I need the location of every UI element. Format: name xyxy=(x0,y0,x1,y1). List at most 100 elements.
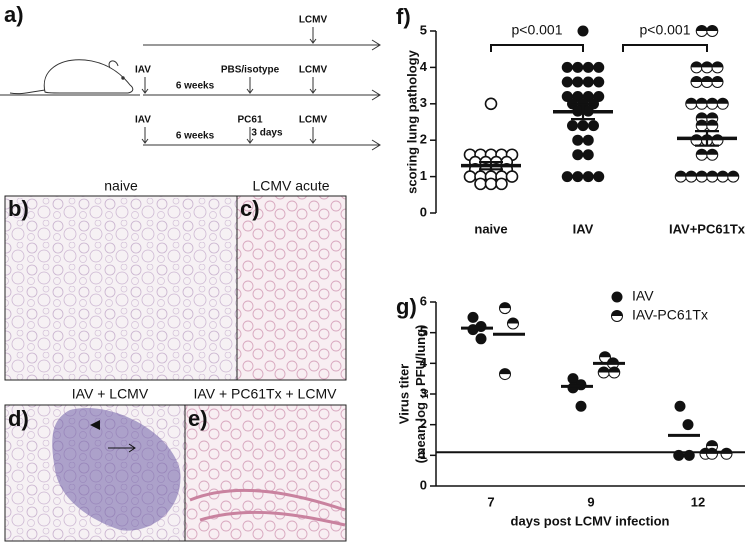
x-tick-label: IAV xyxy=(573,221,594,236)
airway xyxy=(189,488,346,527)
error-stroke xyxy=(479,160,503,171)
annotation: p<0.001 xyxy=(512,22,563,38)
y-tick-label: 1 xyxy=(420,168,427,183)
y-tick-label: 1 xyxy=(420,447,427,462)
y-tick-label: 6 xyxy=(420,293,427,308)
data-point xyxy=(577,25,589,37)
data-point xyxy=(695,25,708,37)
dot xyxy=(572,76,584,88)
y-tick-label: 2 xyxy=(420,132,427,147)
y-tick-label: 0 xyxy=(420,477,427,492)
dot xyxy=(567,382,579,394)
data-point xyxy=(561,61,573,73)
dot-half xyxy=(675,171,687,177)
y-tick-label: 5 xyxy=(420,22,427,37)
data-point xyxy=(685,97,698,110)
data-point xyxy=(572,76,584,88)
data-point xyxy=(701,75,713,88)
panel-label: f) xyxy=(396,4,411,29)
dot xyxy=(577,25,589,37)
x-axis-label: days post LCMV infection xyxy=(511,513,670,528)
data-point xyxy=(505,170,519,183)
dot xyxy=(582,134,594,146)
data-point xyxy=(499,368,511,381)
dot-half xyxy=(706,149,718,155)
data-point xyxy=(690,134,703,147)
data-point xyxy=(499,302,511,315)
dot-half xyxy=(685,98,697,104)
data-point xyxy=(706,447,718,460)
data-point xyxy=(582,171,594,183)
x-tick-label: naive xyxy=(474,221,507,236)
dot-half xyxy=(499,368,511,375)
data-point xyxy=(706,119,719,132)
annotation: p<0.001 xyxy=(640,22,691,38)
dot-half xyxy=(706,112,718,119)
dot xyxy=(572,171,584,183)
data-point xyxy=(695,170,708,183)
data-point xyxy=(582,61,594,73)
dot xyxy=(674,400,686,412)
dot xyxy=(582,61,594,73)
timeline-label: 6 weeks xyxy=(176,81,215,92)
infiltrate xyxy=(52,408,181,531)
panel-label: b) xyxy=(8,196,29,221)
y-tick-label: 2 xyxy=(420,416,427,431)
bracket xyxy=(490,44,584,52)
dot xyxy=(475,333,487,345)
data-point xyxy=(475,333,487,345)
dot xyxy=(484,97,498,111)
data-point xyxy=(695,119,708,132)
y-label-part: (mean log xyxy=(413,402,428,463)
dot-half xyxy=(717,98,729,104)
dot xyxy=(611,291,623,303)
dot xyxy=(561,76,573,88)
dot xyxy=(575,400,587,412)
image-title: IAV + LCMV xyxy=(72,386,149,402)
dot xyxy=(593,76,605,88)
data-point xyxy=(495,177,508,191)
error-stroke xyxy=(695,130,719,147)
y-label-part: PFU/lung) xyxy=(413,325,428,386)
micrograph xyxy=(236,195,347,381)
data-point xyxy=(593,171,605,183)
dot xyxy=(495,177,508,191)
data-point xyxy=(572,149,584,161)
dot xyxy=(577,120,589,132)
dot xyxy=(582,149,594,161)
data-point xyxy=(727,170,740,183)
data-point xyxy=(695,97,708,110)
dot xyxy=(572,134,584,146)
dot-half xyxy=(599,351,611,358)
dot-half xyxy=(727,171,739,177)
data-point xyxy=(575,400,587,412)
dot-half xyxy=(712,76,723,82)
dot xyxy=(572,149,584,161)
legend-label: IAV xyxy=(632,288,654,304)
panel-label: d) xyxy=(8,406,29,431)
data-point xyxy=(711,61,724,74)
data-point xyxy=(701,61,713,74)
dot-half xyxy=(685,171,697,177)
image-title: naive xyxy=(104,178,138,194)
dot-half xyxy=(706,171,718,177)
dot-half xyxy=(717,171,729,177)
data-point xyxy=(572,171,584,183)
dot-half xyxy=(696,120,708,126)
error-bar xyxy=(695,130,719,147)
dot-half xyxy=(706,120,718,126)
dot xyxy=(561,61,573,73)
data-point xyxy=(463,170,477,183)
dot-half xyxy=(696,171,708,177)
panel-label: a) xyxy=(4,2,24,27)
dot xyxy=(567,373,579,385)
timeline-label: LCMV xyxy=(299,65,328,76)
panel-label: g) xyxy=(396,294,417,319)
data-point xyxy=(706,170,719,183)
dot xyxy=(567,120,578,132)
data-point xyxy=(711,75,724,88)
data-point xyxy=(683,449,695,461)
data-point xyxy=(572,61,584,73)
timeline-arrows xyxy=(141,27,381,151)
